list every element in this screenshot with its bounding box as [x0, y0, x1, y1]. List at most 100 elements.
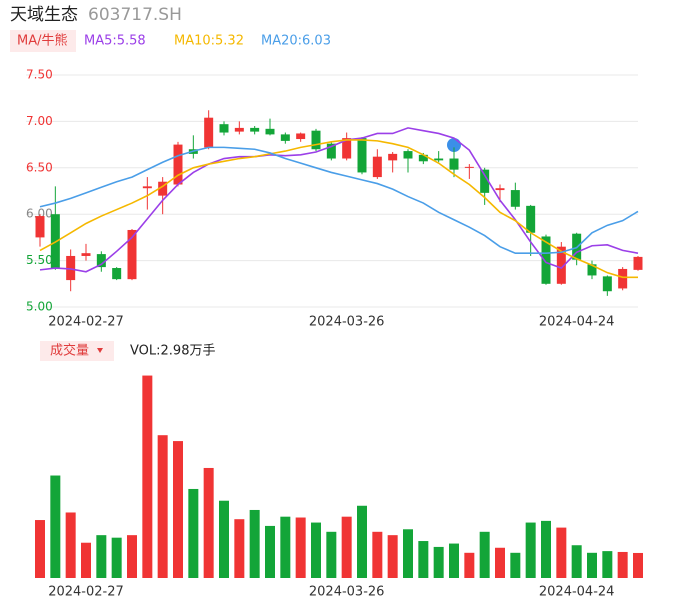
volume-bar [387, 535, 398, 578]
ma-line [39, 127, 639, 273]
volume-bar [372, 531, 383, 578]
volume-bar [234, 519, 245, 578]
candle-body [250, 127, 260, 132]
dropdown-arrow [97, 348, 103, 353]
volume-bar [479, 531, 490, 578]
vol-button-bg[interactable] [40, 341, 114, 361]
volume-bar [326, 531, 337, 578]
volume-bar [617, 551, 628, 578]
candle-body [587, 264, 597, 276]
x-tick-label: 2024-02-27 [48, 315, 124, 330]
volume-bar [525, 522, 536, 578]
candle-body [219, 124, 229, 133]
candle-body [265, 128, 275, 135]
volume-bar [96, 535, 107, 578]
candle-body [234, 127, 244, 132]
ma-button-bg[interactable] [10, 30, 76, 52]
volume-bar [541, 520, 551, 578]
stock-code: 603717.SH [88, 5, 182, 25]
candle-body [142, 186, 152, 189]
candle-body [388, 153, 398, 161]
candle-body [633, 256, 643, 270]
volume-bar [433, 546, 444, 578]
volume-bar [295, 517, 306, 578]
volume-bar [510, 552, 521, 578]
volume-bar [111, 537, 122, 578]
volume-bar [602, 551, 613, 578]
candle-body [66, 255, 76, 281]
candle-body [602, 276, 612, 292]
volume-bar [127, 535, 137, 578]
volume-bar [219, 500, 229, 578]
volume-bar [449, 543, 459, 578]
volume-bar [81, 542, 91, 578]
candle-body [127, 229, 137, 280]
candle-body [556, 246, 566, 284]
volume-bar [418, 541, 429, 578]
candle-body [326, 143, 336, 159]
volume-bar [142, 375, 153, 578]
volume-bar [403, 529, 413, 578]
y-tick-label: 5.00 [26, 300, 53, 314]
candle-body [464, 166, 474, 168]
volume-bar [188, 488, 199, 578]
candle-body [357, 138, 367, 173]
volume-bar [341, 516, 352, 578]
candle-body [35, 216, 45, 238]
x-tick-label: 2024-03-26 [309, 315, 385, 330]
candle-body [403, 151, 413, 159]
x-tick-label: 2024-04-24 [539, 585, 615, 600]
volume-bar [633, 552, 643, 578]
legend-entry: MA20:6.03 [261, 34, 331, 49]
stock-name: 天域生态 [10, 5, 78, 25]
volume-bar [464, 552, 475, 578]
volume-bar [249, 509, 260, 578]
candle-body [510, 190, 520, 207]
vol-button[interactable]: 成交量 [50, 343, 89, 359]
candle-body [96, 254, 106, 268]
candle-body [434, 158, 444, 161]
vol-label: VOL:2.98万手 [130, 344, 215, 359]
volume-bar [157, 435, 168, 578]
legend-entry: MA10:5.32 [174, 34, 244, 49]
candle-body [296, 133, 306, 140]
volume-bar [65, 512, 76, 578]
volume-bar [280, 516, 291, 578]
volume-bar [587, 552, 597, 578]
volume-bar [203, 467, 214, 578]
y-tick-label: 7.00 [26, 114, 53, 128]
volume-bar [265, 525, 275, 578]
candle-body [541, 236, 551, 284]
volume-bar [556, 527, 567, 578]
y-tick-label: 7.50 [26, 68, 53, 82]
candle-body [480, 169, 490, 193]
candle-body [280, 134, 290, 141]
volume-bar [357, 505, 367, 578]
ma-button[interactable]: MA/牛熊 [17, 33, 68, 49]
candle-body [342, 138, 352, 159]
y-tick-label: 5.50 [26, 253, 53, 267]
candle-body [204, 117, 214, 148]
volume-bar [50, 475, 61, 578]
volume-bar [311, 522, 321, 578]
candle-body [526, 205, 536, 233]
candle-body [112, 268, 122, 280]
candle-body [418, 154, 428, 162]
candle-body [173, 144, 183, 185]
candle-body [618, 268, 628, 289]
candle-body [311, 130, 321, 150]
volume-bar [173, 441, 183, 578]
x-tick-label: 2024-03-26 [309, 585, 385, 600]
ma-line [39, 146, 639, 254]
y-tick-label: 6.00 [26, 207, 53, 221]
candle-body [495, 188, 505, 191]
ma-line [39, 139, 638, 279]
legend-entry: MA5:5.58 [84, 34, 146, 49]
candle-body [372, 156, 382, 178]
y-tick-label: 6.50 [26, 160, 53, 174]
volume-bar [495, 547, 505, 578]
x-tick-label: 2024-04-24 [539, 315, 615, 330]
candle-body [449, 158, 459, 170]
candle-body [81, 253, 91, 256]
